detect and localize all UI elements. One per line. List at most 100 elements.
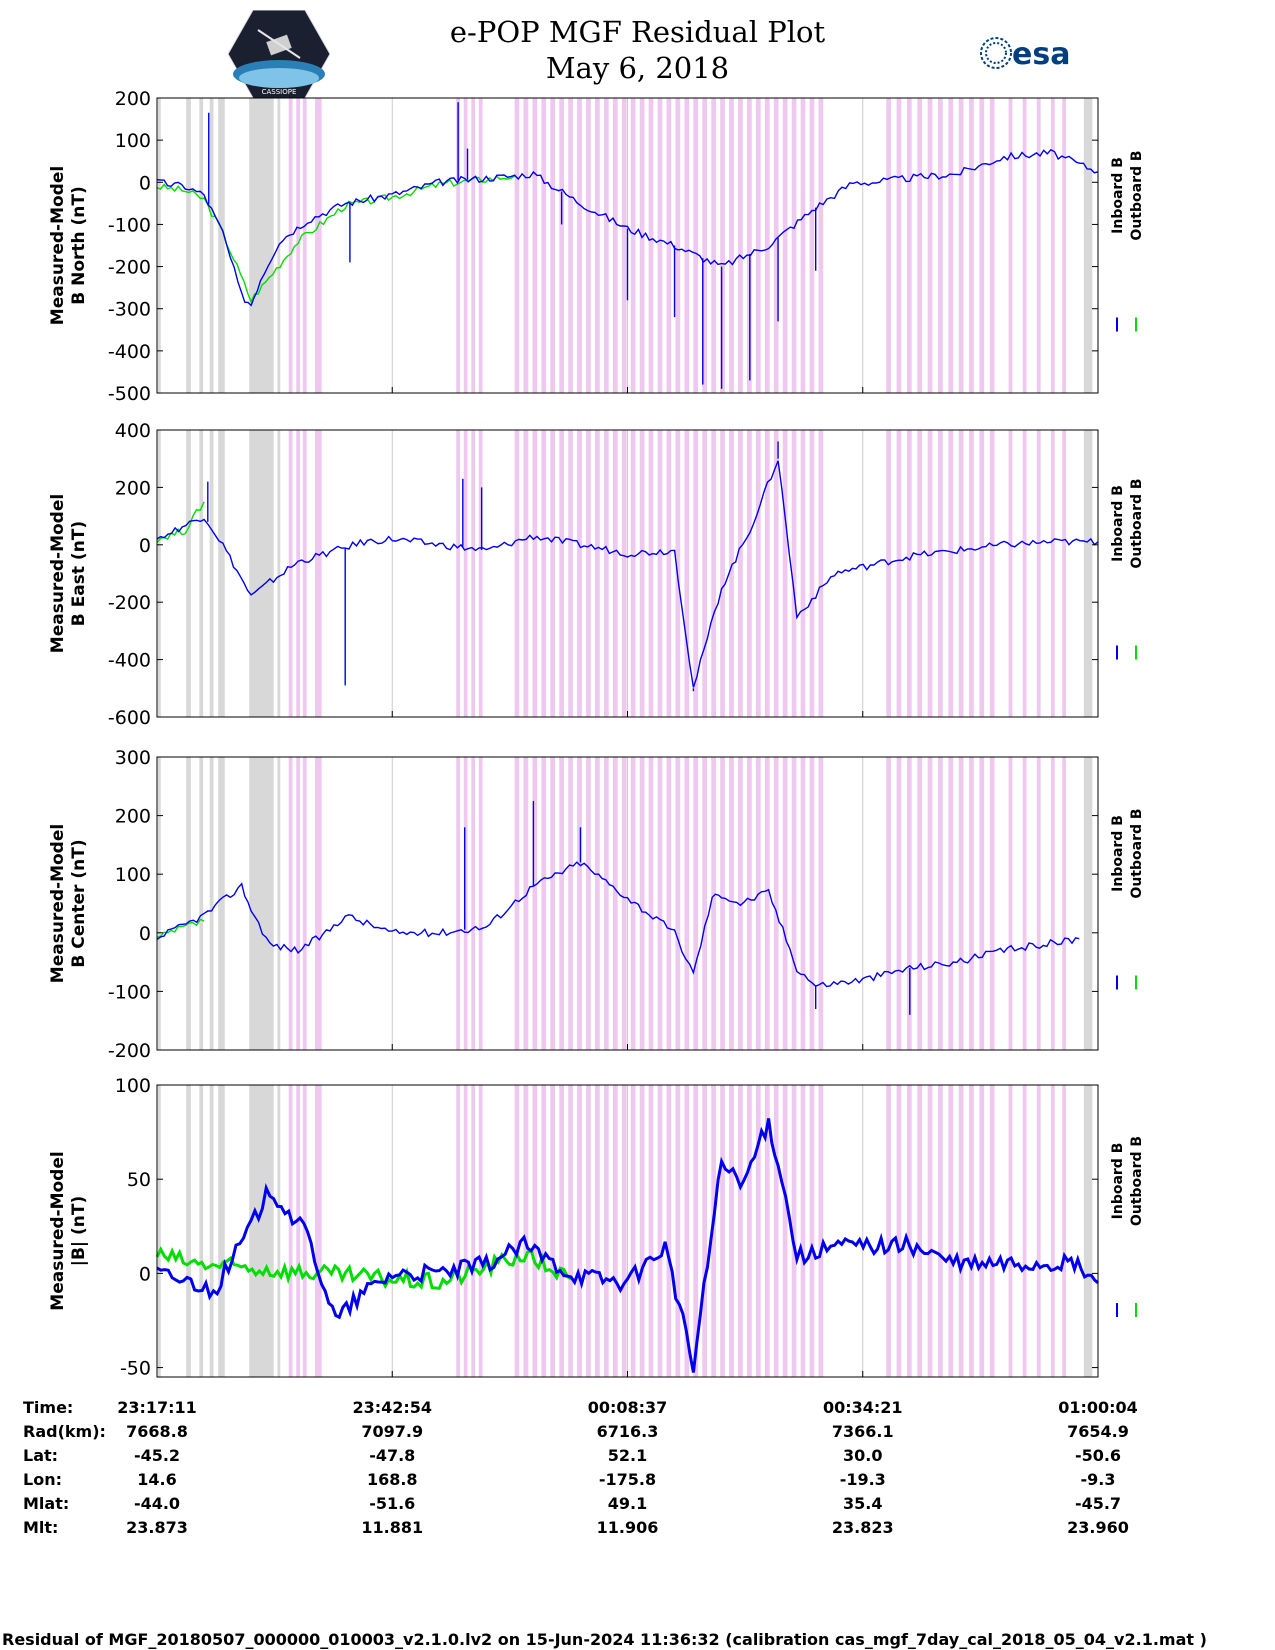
- gray-band: [249, 430, 274, 717]
- magenta-band: [1008, 98, 1013, 393]
- y-axis-label: Measured-ModelB East (nT): [48, 494, 89, 653]
- y-axis-label-line1: Measured-Model: [48, 1151, 68, 1310]
- magenta-band: [586, 98, 591, 393]
- orbit-row-value: 11.906: [597, 1518, 659, 1537]
- gray-band: [186, 1085, 191, 1377]
- magenta-band: [917, 1085, 923, 1377]
- magenta-band: [559, 430, 564, 717]
- y-tick-label: -600: [108, 707, 151, 729]
- magenta-band: [541, 1085, 547, 1377]
- esa-logo: esa: [980, 37, 1070, 72]
- gray-band: [199, 98, 204, 393]
- magenta-band: [693, 757, 699, 1050]
- y-tick-label: 200: [115, 88, 151, 110]
- orbit-row-value: -45.7: [1075, 1494, 1121, 1513]
- magenta-band: [729, 757, 734, 1050]
- y-tick-label: 200: [115, 477, 151, 499]
- magenta-band: [886, 430, 891, 717]
- magenta-band: [755, 98, 761, 393]
- magenta-band: [738, 98, 743, 393]
- magenta-band: [595, 98, 600, 393]
- magenta-band: [1050, 757, 1055, 1050]
- magenta-band: [693, 1085, 699, 1377]
- magenta-band: [738, 430, 743, 717]
- y-tick-label: 400: [115, 420, 151, 442]
- magenta-band: [969, 1085, 974, 1377]
- magenta-band: [1050, 1085, 1055, 1377]
- magenta-band: [755, 430, 761, 717]
- magenta-band: [577, 430, 582, 717]
- magenta-band: [927, 98, 933, 393]
- legend-beast: Inboard B Outboard B: [1110, 478, 1145, 660]
- legend-bmag: Inboard B Outboard B: [1110, 1136, 1145, 1317]
- magenta-band: [720, 1085, 725, 1377]
- legend-bnorth: Inboard B Outboard B: [1110, 150, 1145, 332]
- magenta-band: [675, 98, 681, 393]
- orbit-row-value: 23.873: [126, 1518, 188, 1537]
- magenta-band: [800, 757, 806, 1050]
- gray-band: [1083, 98, 1093, 393]
- magenta-band: [720, 430, 725, 717]
- magenta-band: [675, 1085, 681, 1377]
- gray-band: [249, 1085, 274, 1377]
- gray-band: [186, 757, 191, 1050]
- magenta-band: [693, 430, 699, 717]
- magenta-band: [550, 98, 556, 393]
- magenta-band: [302, 98, 307, 393]
- magenta-band: [568, 98, 573, 393]
- legend-label-inboard: Inboard B: [1110, 157, 1126, 234]
- gray-band: [157, 98, 161, 393]
- magenta-band: [1062, 430, 1067, 717]
- magenta-band: [471, 757, 476, 1050]
- magenta-band: [809, 1085, 815, 1377]
- legend-bcenter: Inboard B Outboard B: [1110, 808, 1145, 990]
- magenta-band: [648, 430, 654, 717]
- chart-title: e-POP MGF Residual Plot: [449, 15, 826, 49]
- magenta-band: [630, 430, 636, 717]
- gray-band: [209, 98, 214, 393]
- magenta-band: [729, 1085, 734, 1377]
- magenta-band: [523, 98, 529, 393]
- magenta-band: [532, 98, 538, 393]
- magenta-band: [948, 1085, 954, 1377]
- magenta-band: [958, 430, 964, 717]
- magenta-band: [818, 1085, 824, 1377]
- orbit-row-value: -175.8: [599, 1470, 656, 1489]
- magenta-band: [550, 1085, 556, 1377]
- magenta-band: [938, 430, 943, 717]
- magenta-band: [917, 757, 923, 1050]
- magenta-band: [958, 98, 964, 393]
- magenta-band: [958, 757, 964, 1050]
- magenta-band: [456, 757, 461, 1050]
- gray-band: [209, 1085, 214, 1377]
- magenta-band: [612, 430, 618, 717]
- magenta-band: [979, 757, 985, 1050]
- magenta-band: [1022, 757, 1027, 1050]
- magenta-band: [738, 1085, 743, 1377]
- magenta-band: [586, 430, 591, 717]
- magenta-band: [463, 1085, 468, 1377]
- magenta-band: [478, 1085, 483, 1377]
- magenta-band: [773, 757, 779, 1050]
- magenta-band: [463, 757, 468, 1050]
- magenta-band: [969, 757, 974, 1050]
- magenta-band: [523, 757, 529, 1050]
- magenta-band: [514, 1085, 520, 1377]
- y-axis-label-line2: B East (nT): [69, 521, 89, 626]
- magenta-band: [938, 98, 943, 393]
- magenta-band: [648, 98, 654, 393]
- magenta-band: [927, 1085, 933, 1377]
- magenta-band: [702, 1085, 708, 1377]
- magenta-band: [514, 430, 520, 717]
- orbit-row-value: -19.3: [840, 1470, 886, 1489]
- magenta-band: [302, 1085, 307, 1377]
- magenta-band: [317, 757, 322, 1050]
- magenta-band: [782, 98, 788, 393]
- magenta-band: [648, 1085, 654, 1377]
- magenta-band: [747, 757, 752, 1050]
- magenta-band: [755, 1085, 761, 1377]
- magenta-band: [738, 757, 743, 1050]
- magenta-band: [791, 98, 797, 393]
- orbit-row-value: -9.3: [1081, 1470, 1116, 1489]
- orbit-row-value: 7097.9: [361, 1422, 423, 1441]
